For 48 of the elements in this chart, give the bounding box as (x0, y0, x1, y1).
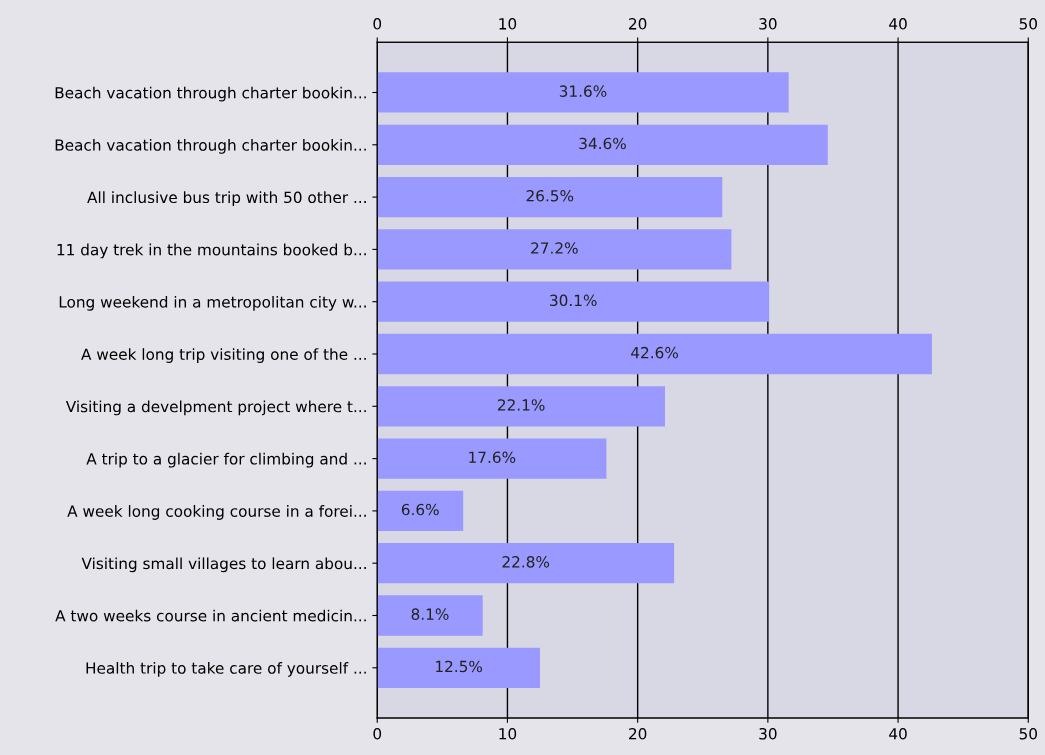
data-label: 22.8% (502, 556, 550, 568)
bar (377, 438, 607, 479)
x-tick-label: 30 (759, 728, 777, 740)
bar (377, 595, 483, 636)
y-tick-label: Beach vacation through charter bookin... (55, 86, 366, 102)
data-label: 42.6% (631, 346, 679, 359)
bar (377, 72, 789, 113)
x-tick-label: 40 (889, 728, 907, 740)
y-tick-label: A two weeks course in ancient medicin... (55, 609, 366, 622)
data-label: 8.1% (411, 608, 449, 620)
y-tick-label: Visiting small villages to learn abou... (81, 557, 366, 573)
data-label: 22.1% (497, 399, 545, 411)
bar (377, 386, 665, 427)
y-tick-label: Beach vacation through charter bookin... (55, 138, 366, 154)
x2-tick-label: 40 (889, 18, 907, 30)
y-tick-label: A week long trip visiting one of the ... (81, 348, 366, 363)
x2-tick-label: 0 (373, 18, 382, 30)
data-label: 27.2% (531, 242, 578, 254)
x2-tick-label: 30 (759, 18, 777, 30)
y-tick-label: All inclusive bus trip with 50 other ... (87, 191, 366, 207)
bar (377, 229, 732, 270)
data-label: 34.6% (579, 137, 626, 150)
data-label: 6.6% (401, 503, 439, 516)
data-label: 31.6% (559, 85, 607, 97)
y-tick-label: A trip to a glacier for climbing and ... (86, 452, 366, 468)
data-label: 12.5% (436, 660, 483, 673)
y-tick-label: Visiting a develpment project where t... (65, 400, 366, 416)
x2-tick-label: 10 (499, 18, 517, 30)
bar (377, 490, 464, 532)
y-tick-label: Long weekend in a metropolitan city w... (59, 295, 366, 311)
bar (377, 124, 828, 165)
x-tick-label: 50 (1019, 728, 1037, 740)
y-tick-label: Health trip to take care of yourself ... (86, 661, 366, 677)
x-tick-label: 0 (373, 728, 382, 740)
bar (377, 543, 675, 584)
x2-tick-label: 20 (629, 18, 647, 30)
data-label: 26.5% (526, 189, 574, 202)
x-tick-label: 10 (499, 728, 517, 740)
y-tick-label: A week long cooking course in a forei... (67, 505, 366, 520)
bar (377, 647, 540, 688)
data-label: 17.6% (469, 451, 516, 464)
x2-tick-label: 50 (1019, 18, 1037, 30)
x-tick-label: 20 (629, 728, 647, 740)
bar (377, 333, 932, 375)
data-label: 30.1% (550, 294, 597, 307)
bar (377, 281, 770, 322)
y-tick-label: 11 day trek in the mountains booked b... (57, 243, 366, 259)
bar (377, 176, 723, 218)
